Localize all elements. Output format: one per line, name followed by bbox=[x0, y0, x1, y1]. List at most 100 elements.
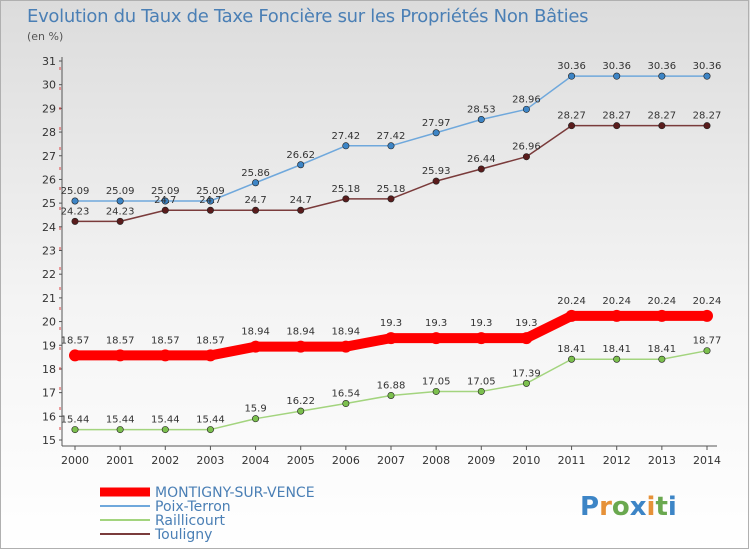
data-label: 18.57 bbox=[106, 335, 135, 346]
data-label: 18.57 bbox=[61, 335, 90, 346]
legend-entry: Raillicourt bbox=[155, 513, 225, 529]
data-label: 20.24 bbox=[648, 296, 677, 307]
data-point bbox=[71, 426, 79, 434]
data-point bbox=[339, 340, 352, 353]
y-tick-label: 31 bbox=[42, 55, 56, 68]
y-tick-label: 18 bbox=[42, 363, 56, 376]
x-tick-label: 2001 bbox=[106, 454, 134, 467]
data-point bbox=[703, 347, 711, 355]
data-point bbox=[116, 217, 124, 225]
data-point bbox=[658, 355, 666, 363]
data-label: 18.94 bbox=[286, 327, 315, 338]
data-point bbox=[342, 400, 350, 408]
data-label: 28.53 bbox=[467, 105, 496, 116]
y-tick-label: 19 bbox=[42, 339, 56, 352]
x-tick-label: 2007 bbox=[377, 454, 405, 467]
data-label: 20.24 bbox=[693, 296, 722, 307]
data-point bbox=[430, 332, 443, 345]
data-label: 30.36 bbox=[648, 61, 677, 72]
data-point bbox=[116, 197, 124, 205]
x-tick-label: 2011 bbox=[558, 454, 586, 467]
data-label: 18.77 bbox=[693, 336, 722, 347]
data-label: 30.36 bbox=[602, 61, 631, 72]
data-point bbox=[385, 332, 397, 345]
data-point bbox=[701, 309, 713, 322]
y-tick-label: 30 bbox=[42, 79, 56, 92]
data-label: 27.97 bbox=[422, 118, 451, 129]
data-label: 16.22 bbox=[286, 396, 315, 407]
x-tick-label: 2005 bbox=[287, 454, 315, 467]
data-point bbox=[613, 122, 621, 130]
data-label: 28.27 bbox=[693, 111, 722, 122]
data-label: 19.3 bbox=[515, 318, 537, 329]
y-tick-label: 20 bbox=[42, 316, 56, 329]
data-point bbox=[520, 332, 533, 345]
data-point bbox=[387, 142, 395, 150]
data-label: 17.39 bbox=[512, 368, 541, 379]
data-point bbox=[159, 349, 172, 362]
data-point bbox=[432, 177, 440, 185]
data-point bbox=[342, 142, 350, 150]
data-label: 26.44 bbox=[467, 154, 496, 165]
data-point bbox=[387, 195, 395, 203]
data-point bbox=[610, 309, 623, 322]
x-tick-label: 2008 bbox=[422, 454, 450, 467]
data-label: 25.09 bbox=[151, 186, 180, 197]
data-label: 15.9 bbox=[244, 404, 266, 415]
data-label: 28.27 bbox=[602, 111, 631, 122]
y-tick-label: 21 bbox=[42, 292, 56, 305]
data-label: 19.3 bbox=[425, 318, 447, 329]
data-label: 18.41 bbox=[557, 344, 586, 355]
data-label: 26.96 bbox=[512, 142, 541, 153]
data-point bbox=[297, 206, 305, 214]
data-label: 17.05 bbox=[467, 376, 496, 387]
data-point bbox=[161, 197, 169, 205]
data-label: 25.86 bbox=[241, 168, 270, 179]
data-label: 24.23 bbox=[106, 206, 135, 217]
data-point bbox=[613, 72, 621, 80]
data-label: 15.44 bbox=[151, 415, 180, 426]
data-label: 18.57 bbox=[151, 335, 180, 346]
data-label: 27.42 bbox=[332, 131, 361, 142]
data-point bbox=[252, 415, 260, 423]
data-label: 18.57 bbox=[196, 335, 225, 346]
data-label: 24.23 bbox=[61, 206, 90, 217]
y-tick-label: 16 bbox=[42, 410, 56, 423]
data-point bbox=[613, 355, 621, 363]
legend-entry: Touligny bbox=[154, 527, 212, 543]
x-tick-label: 2010 bbox=[512, 454, 540, 467]
data-point bbox=[522, 153, 530, 161]
x-tick-label: 2014 bbox=[693, 454, 721, 467]
data-point bbox=[204, 349, 217, 362]
y-tick-label: 17 bbox=[42, 387, 56, 400]
data-label: 27.42 bbox=[377, 131, 406, 142]
unit-label: (en %) bbox=[27, 30, 64, 43]
data-label: 25.09 bbox=[61, 186, 90, 197]
data-point bbox=[522, 105, 530, 113]
x-tick-label: 2013 bbox=[648, 454, 676, 467]
data-label: 24.7 bbox=[290, 195, 312, 206]
data-label: 19.3 bbox=[470, 318, 492, 329]
data-label: 18.41 bbox=[602, 344, 631, 355]
data-point bbox=[522, 379, 530, 387]
data-label: 25.93 bbox=[422, 166, 451, 177]
data-label: 30.36 bbox=[693, 61, 722, 72]
data-point bbox=[252, 206, 260, 214]
proxiti-logo: Proxiti bbox=[580, 492, 677, 522]
x-tick-label: 2004 bbox=[242, 454, 270, 467]
data-label: 20.24 bbox=[557, 296, 586, 307]
data-label: 16.88 bbox=[377, 380, 406, 391]
y-tick-label: 26 bbox=[42, 173, 56, 186]
data-label: 25.09 bbox=[196, 186, 225, 197]
data-point bbox=[161, 426, 169, 434]
data-label: 25.18 bbox=[332, 184, 361, 195]
data-point bbox=[658, 72, 666, 80]
y-tick-label: 25 bbox=[42, 197, 56, 210]
data-point bbox=[249, 340, 262, 353]
legend-entry: Poix-Terron bbox=[155, 499, 231, 515]
data-label: 25.18 bbox=[377, 184, 406, 195]
y-tick-label: 15 bbox=[42, 434, 56, 447]
data-label: 18.41 bbox=[648, 344, 677, 355]
data-point bbox=[568, 72, 576, 80]
